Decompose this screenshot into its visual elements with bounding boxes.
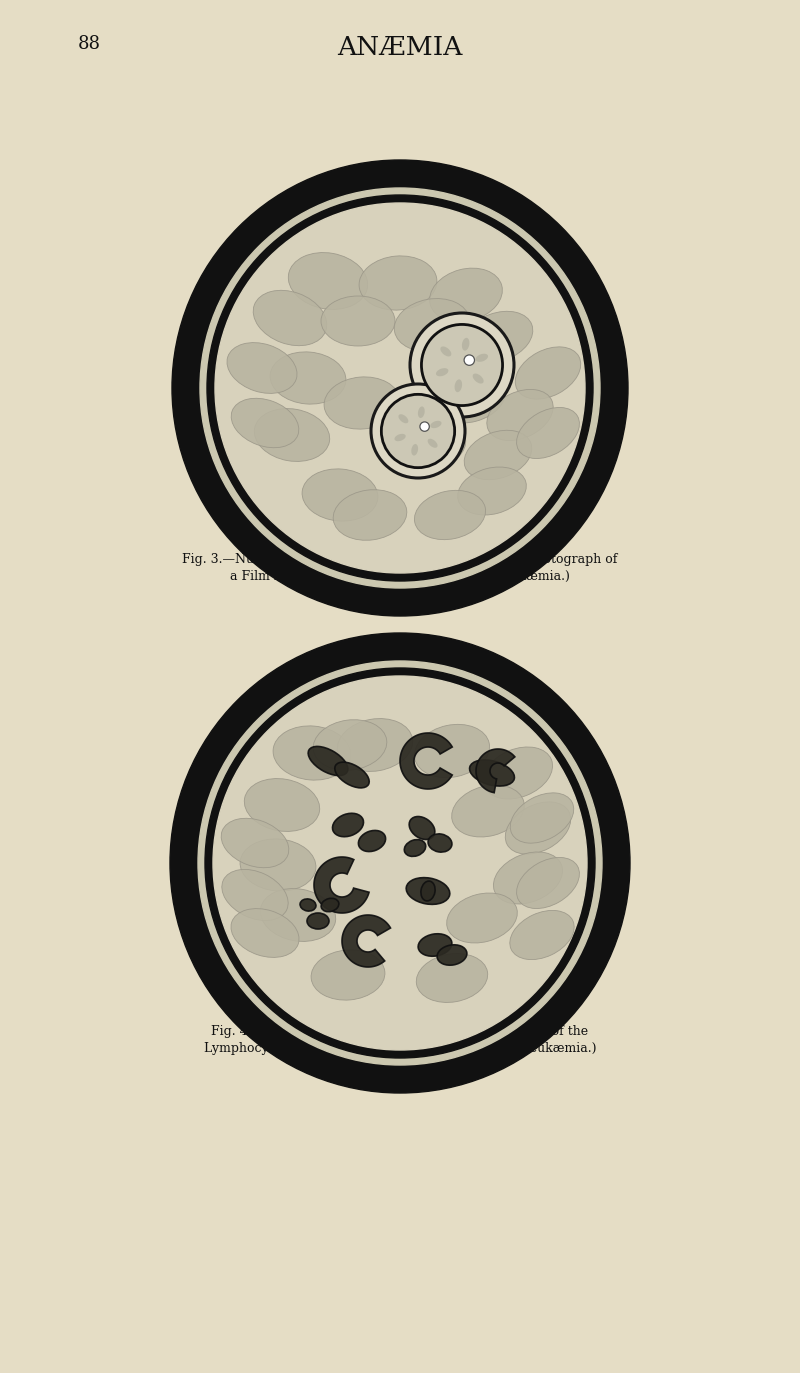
Ellipse shape [506, 802, 570, 854]
Circle shape [170, 633, 630, 1093]
Ellipse shape [436, 368, 449, 376]
Ellipse shape [333, 490, 407, 541]
Ellipse shape [302, 470, 378, 522]
Ellipse shape [428, 439, 438, 448]
Ellipse shape [473, 373, 484, 383]
Circle shape [382, 394, 454, 468]
Text: a Film from a Case of Chronic Lymphatic Leukæmia.): a Film from a Case of Chronic Lymphatic … [230, 570, 570, 584]
Ellipse shape [434, 373, 506, 423]
Ellipse shape [231, 909, 299, 957]
Polygon shape [314, 857, 369, 913]
Circle shape [215, 203, 585, 573]
Ellipse shape [440, 346, 451, 357]
Circle shape [198, 660, 602, 1065]
Circle shape [205, 669, 595, 1059]
Ellipse shape [273, 726, 351, 780]
Ellipse shape [483, 747, 553, 799]
Ellipse shape [321, 297, 395, 346]
Ellipse shape [338, 718, 413, 772]
Text: Fig. 4 (From Rieder’s —Transformation of the Nuclei of the: Fig. 4 (From Rieder’s —Transformation of… [211, 1026, 589, 1038]
Ellipse shape [270, 351, 346, 404]
Ellipse shape [409, 817, 435, 839]
Ellipse shape [510, 910, 574, 960]
Ellipse shape [307, 913, 329, 930]
Ellipse shape [222, 869, 288, 920]
Ellipse shape [430, 420, 442, 428]
Ellipse shape [244, 778, 320, 832]
Ellipse shape [335, 762, 369, 788]
Ellipse shape [300, 899, 316, 912]
Ellipse shape [394, 298, 470, 351]
Circle shape [213, 676, 587, 1050]
Ellipse shape [398, 415, 408, 423]
Ellipse shape [358, 831, 386, 851]
Text: ANÆMIA: ANÆMIA [338, 34, 462, 60]
Ellipse shape [418, 406, 425, 417]
Ellipse shape [494, 853, 562, 903]
Ellipse shape [515, 347, 581, 400]
Ellipse shape [416, 954, 488, 1002]
Ellipse shape [254, 290, 326, 346]
Text: Lymphocytes.  (Appearance of the Blood in Acute Leukæmia.): Lymphocytes. (Appearance of the Blood in… [204, 1042, 596, 1054]
Circle shape [422, 324, 502, 405]
Ellipse shape [394, 420, 466, 470]
Ellipse shape [418, 934, 452, 956]
Circle shape [200, 188, 600, 588]
Ellipse shape [446, 892, 518, 943]
Text: 88: 88 [78, 34, 101, 54]
Ellipse shape [333, 813, 363, 836]
Ellipse shape [517, 858, 579, 909]
Ellipse shape [475, 354, 488, 362]
Text: Fig. 3.—Nucleoli in the Larger Lymphocytes.  (After a Photograph of: Fig. 3.—Nucleoli in the Larger Lymphocyt… [182, 553, 618, 566]
Ellipse shape [470, 761, 514, 785]
Polygon shape [342, 914, 390, 967]
Circle shape [464, 356, 474, 365]
Ellipse shape [321, 898, 339, 912]
Ellipse shape [308, 747, 348, 776]
Ellipse shape [463, 312, 533, 362]
Ellipse shape [406, 877, 450, 905]
Ellipse shape [458, 467, 526, 515]
Polygon shape [400, 733, 452, 789]
Ellipse shape [517, 408, 579, 459]
Ellipse shape [260, 888, 336, 942]
Ellipse shape [421, 881, 435, 901]
Ellipse shape [428, 833, 452, 853]
Ellipse shape [510, 792, 574, 843]
Circle shape [410, 313, 514, 417]
Ellipse shape [452, 785, 524, 838]
Ellipse shape [231, 398, 299, 448]
Ellipse shape [404, 840, 426, 857]
Ellipse shape [227, 343, 297, 394]
Ellipse shape [359, 255, 437, 310]
Circle shape [420, 422, 430, 431]
Circle shape [172, 161, 628, 616]
Ellipse shape [462, 338, 470, 350]
Ellipse shape [313, 719, 387, 770]
Polygon shape [476, 750, 515, 792]
Ellipse shape [254, 409, 330, 461]
Ellipse shape [414, 725, 490, 777]
Ellipse shape [414, 490, 486, 540]
Ellipse shape [430, 268, 502, 321]
Ellipse shape [221, 818, 289, 868]
Ellipse shape [288, 253, 368, 309]
Circle shape [207, 195, 593, 581]
Ellipse shape [240, 839, 316, 891]
Ellipse shape [464, 430, 532, 479]
Ellipse shape [437, 945, 467, 965]
Ellipse shape [311, 950, 385, 1000]
Circle shape [371, 384, 465, 478]
Ellipse shape [411, 443, 418, 456]
Ellipse shape [487, 390, 553, 441]
Ellipse shape [454, 379, 462, 393]
Ellipse shape [324, 376, 400, 430]
Ellipse shape [394, 434, 406, 441]
